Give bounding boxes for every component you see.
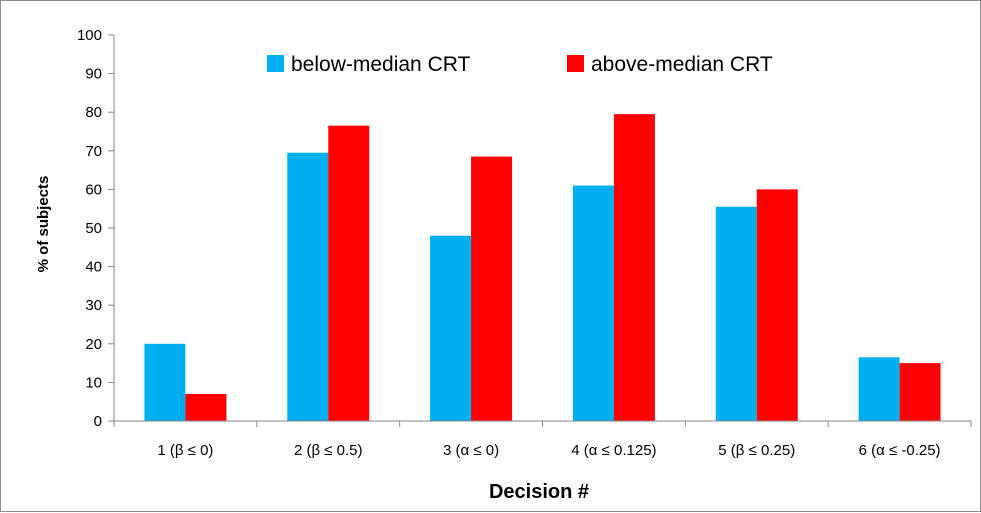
bar-above-median [756,189,798,421]
y-tick-label: 50 [85,220,102,237]
bar-below-median [287,152,329,422]
y-tick-label: 10 [85,374,102,391]
bar-above-median [899,363,941,421]
y-tick-label: 70 [85,143,102,160]
bars [144,114,941,422]
y-tick-label: 30 [85,297,102,314]
y-tick-label: 20 [85,336,102,353]
legend-label-above: above-median CRT [591,53,773,76]
bar-above-median [613,114,655,421]
x-tick-label: 4 (α ≤ 0.125) [571,442,656,459]
bar-above-median [328,125,370,422]
y-tick-label: 90 [85,66,102,83]
bar-below-median [430,235,472,421]
bar-below-median [144,343,186,421]
bar-above-median [185,393,227,421]
x-tick-label: 5 (β ≤ 0.25) [718,442,795,459]
y-tick-label: 40 [85,259,102,276]
legend: below-median CRT above-median CRT [267,53,773,76]
bar-below-median [572,185,614,421]
y-axis-title: % of subjects [35,176,52,273]
bar-below-median [858,357,900,421]
y-tick-label: 100 [77,27,102,44]
x-tick-label: 1 (β ≤ 0) [157,442,213,459]
y-axis-ticks: 0 10 20 30 40 50 60 70 80 90 100 [77,27,114,430]
bar-below-median [715,206,757,421]
x-tick-label: 6 (α ≤ -0.25) [859,442,941,459]
x-tick-label: 2 (β ≤ 0.5) [294,442,363,459]
x-tick-label: 3 (α ≤ 0) [443,442,499,459]
x-axis-ticks: 1 (β ≤ 0) 2 (β ≤ 0.5) 3 (α ≤ 0) 4 (α ≤ 0.12… [157,442,940,459]
legend-swatch-above [567,55,584,72]
x-axis-title: Decision # [489,481,589,503]
axes [113,35,972,427]
y-tick-label: 0 [94,413,102,430]
y-tick-label: 60 [85,181,102,198]
y-tick-label: 80 [85,104,102,121]
legend-swatch-below [267,55,284,72]
bar-above-median [471,156,513,421]
legend-label-below: below-median CRT [291,53,471,76]
